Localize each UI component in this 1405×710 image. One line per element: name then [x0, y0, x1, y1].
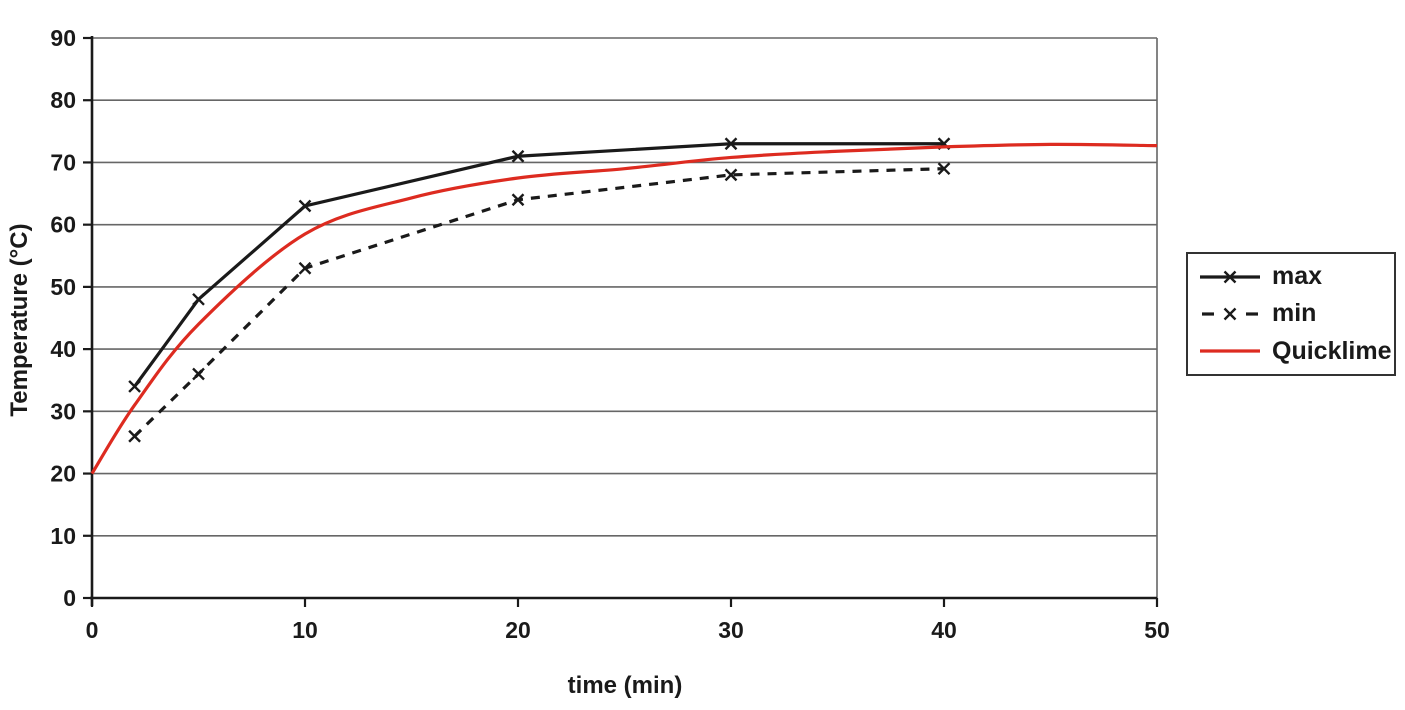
legend-item-max: max — [1198, 258, 1394, 295]
series-max-line — [133, 142, 944, 388]
y-tick-label: 0 — [63, 585, 76, 611]
legend-sample-Quicklime — [1200, 349, 1260, 353]
series-Quicklime-line — [90, 142, 1158, 475]
x-tick-label: 30 — [718, 617, 744, 643]
y-tick-label: 50 — [50, 274, 76, 300]
x-axis-title: time (min) — [567, 672, 683, 699]
data-point-marker — [511, 149, 525, 163]
y-tick-label: 70 — [50, 149, 76, 175]
legend: max min Quicklime — [1186, 252, 1396, 376]
data-point-marker — [724, 168, 738, 182]
y-tick-label: 80 — [50, 87, 76, 113]
y-tick-label: 60 — [50, 212, 76, 238]
y-tick-label: 40 — [50, 336, 76, 362]
y-tick-label: 20 — [50, 461, 76, 487]
data-point-marker — [128, 380, 141, 393]
series-Quicklime — [90, 142, 1158, 475]
series-max — [128, 137, 951, 393]
legend-sample-min — [1202, 307, 1258, 321]
data-point-marker — [511, 193, 525, 207]
legend-label: max — [1272, 262, 1323, 291]
legend-item-Quicklime: Quicklime — [1198, 333, 1394, 370]
data-point-marker — [298, 199, 312, 213]
series-min-line — [133, 167, 945, 438]
data-point-marker — [724, 137, 738, 151]
x-tick-label: 10 — [292, 617, 318, 643]
data-point-marker — [192, 367, 205, 381]
legend-item-min: min — [1198, 295, 1394, 332]
legend-sample-max — [1200, 270, 1260, 284]
x-tick-label: 20 — [505, 617, 531, 643]
series-min — [128, 162, 951, 443]
data-point-marker — [937, 162, 951, 176]
y-tick-label: 90 — [50, 25, 76, 51]
legend-sample-marker — [1223, 270, 1237, 284]
y-tick-label: 30 — [50, 398, 76, 424]
data-point-marker — [128, 429, 141, 443]
y-axis-title: Temperature (°C) — [6, 223, 33, 417]
data-point-marker — [298, 261, 312, 275]
legend-sample-marker — [1223, 307, 1237, 321]
x-tick-label: 50 — [1144, 617, 1170, 643]
x-tick-label: 0 — [86, 617, 99, 643]
y-tick-label: 10 — [50, 523, 76, 549]
data-point-marker — [192, 292, 205, 306]
x-tick-label: 40 — [931, 617, 957, 643]
legend-label: Quicklime — [1272, 336, 1392, 365]
legend-label: min — [1272, 299, 1317, 328]
